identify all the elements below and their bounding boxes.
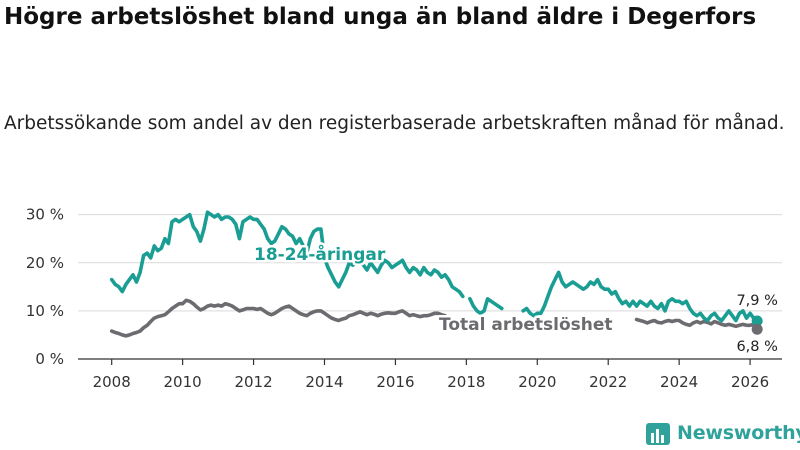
- end-label-youth: 7,9 %: [736, 293, 777, 309]
- brand-name: Newsworthy: [677, 422, 800, 444]
- series-line-youth: [109, 210, 759, 323]
- chart-title: Högre arbetslöshet bland unga än bland ä…: [4, 4, 757, 30]
- x-tick-label: 2014: [305, 373, 343, 391]
- x-tick-label: 2018: [447, 373, 485, 391]
- end-label-total: 6,8 %: [736, 339, 777, 355]
- series-line-total: [109, 298, 447, 338]
- y-tick-label: 20 %: [26, 254, 64, 272]
- y-tick-label: 0 %: [35, 350, 64, 368]
- x-tick-label: 2026: [731, 373, 769, 391]
- y-tick-label: 10 %: [26, 302, 64, 320]
- end-point-total: [751, 323, 763, 335]
- series-label-youth-halo: 18-24-åringar: [254, 243, 386, 265]
- x-tick-label: 2012: [234, 373, 272, 391]
- y-tick-label: 30 %: [26, 206, 64, 224]
- series-line-total: [634, 317, 759, 329]
- series-label-total-halo: Total arbetslöshet: [439, 315, 613, 335]
- end-point-youth: [751, 315, 763, 327]
- x-tick-label: 2020: [518, 373, 556, 391]
- brand-logo[interactable]: Newsworthy: [645, 420, 800, 446]
- chart-subtitle: Arbetssökande som andel av den registerb…: [4, 113, 785, 134]
- x-tick-label: 2024: [660, 373, 698, 391]
- series-label-total: Total arbetslöshet: [439, 315, 613, 335]
- x-tick-label: 2010: [164, 373, 202, 391]
- x-tick-label: 2022: [589, 373, 627, 391]
- x-tick-label: 2008: [93, 373, 131, 391]
- bar-chart-icon: [646, 423, 670, 445]
- series-label-youth: 18-24-åringar: [254, 243, 386, 265]
- x-tick-label: 2016: [376, 373, 414, 391]
